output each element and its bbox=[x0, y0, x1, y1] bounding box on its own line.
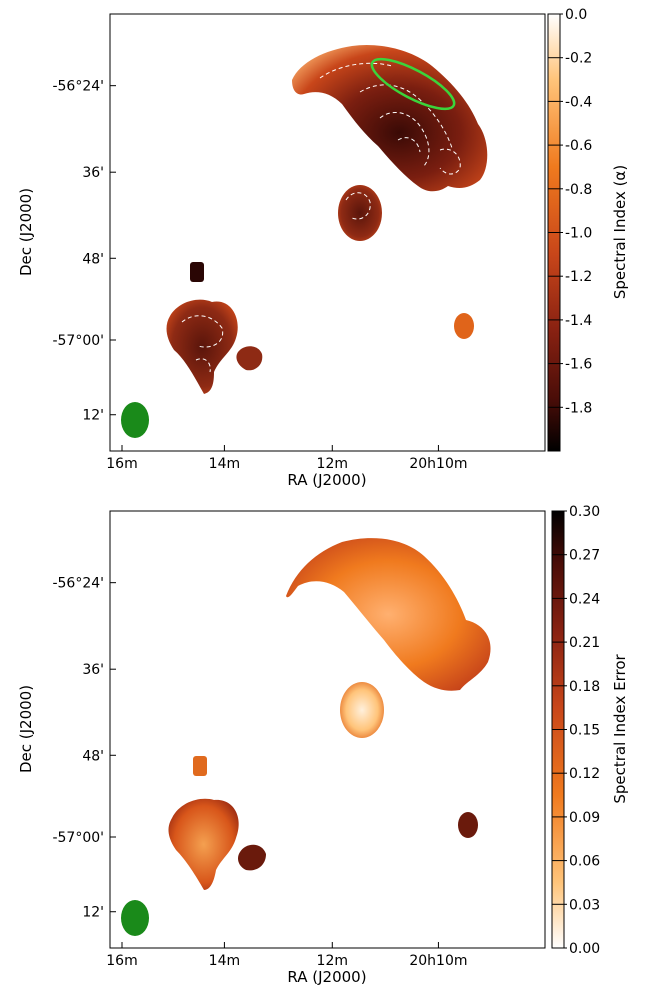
beam-ellipse bbox=[121, 900, 149, 936]
colorbar-tick-label: 0.15 bbox=[569, 723, 600, 739]
y-tick-label: 36' bbox=[82, 165, 104, 181]
highlight-ellipse bbox=[370, 57, 456, 111]
emission-blob bbox=[458, 812, 478, 838]
colorbar-ticks: 0.0 -0.2 -0.4 -0.6 -0.8 -1.0 -1.2 -1.4 -1.6 -1.8 bbox=[548, 7, 592, 416]
emission-map bbox=[166, 44, 488, 394]
colorbar-tick-label: 0.00 bbox=[569, 941, 600, 957]
emission-blob bbox=[168, 798, 239, 890]
x-tick-label: 14m bbox=[209, 953, 240, 969]
x-tick-label: 20h10m bbox=[409, 953, 467, 969]
x-tick-label: 12m bbox=[317, 456, 348, 472]
y-axis-ticks: -56°24' 36' 48' -57°00' 12' bbox=[52, 79, 116, 424]
spectral-index-panel: -56°24'36'48'-57°00'12' 16m 14m 12m 20h10m … bbox=[17, 7, 629, 489]
emission-blob bbox=[454, 313, 474, 339]
x-axis-ticks: 16m 14m 12m 20h10m bbox=[106, 445, 467, 472]
y-axis-label: Dec (J2000) bbox=[17, 188, 35, 276]
x-axis-label: RA (J2000) bbox=[287, 968, 366, 986]
y-tick-label: -57°00' bbox=[52, 830, 104, 846]
colorbar-tick-label: -0.6 bbox=[565, 138, 592, 154]
plot-frame bbox=[109, 510, 546, 949]
colorbar-tick-label: 0.0 bbox=[565, 7, 587, 23]
y-axis-label: Dec (J2000) bbox=[17, 685, 35, 773]
colorbar-tick-label: 0.18 bbox=[569, 679, 600, 695]
colorbar-tick-label: 0.09 bbox=[569, 810, 600, 826]
contour-lines bbox=[181, 62, 461, 373]
colorbar-tick-label: 0.24 bbox=[569, 591, 600, 607]
y-tick-label: 36' bbox=[82, 662, 104, 678]
colorbar-tick-label: -1.6 bbox=[565, 357, 592, 373]
y-tick-label: -57°00' bbox=[52, 333, 104, 349]
emission-blob bbox=[193, 756, 207, 776]
colorbar-tick-label: 0.03 bbox=[569, 897, 600, 913]
colorbar-tick-label: -1.8 bbox=[565, 400, 592, 416]
x-tick-label: 20h10m bbox=[409, 456, 467, 472]
beam-ellipse bbox=[121, 402, 149, 438]
y-tick-label: -56°24' bbox=[52, 576, 104, 592]
emission-blob bbox=[190, 262, 204, 282]
colorbar-tick-label: -0.8 bbox=[565, 182, 592, 198]
emission-shell bbox=[286, 538, 491, 691]
x-tick-label: 14m bbox=[209, 456, 240, 472]
colorbar-tick-label: 0.06 bbox=[569, 854, 600, 870]
y-tick-label: 48' bbox=[82, 748, 104, 764]
colorbar-tick-label: 0.30 bbox=[569, 504, 600, 520]
y-axis-ticks: -56°24' 36' 48' -57°00' 12' bbox=[52, 576, 116, 921]
colorbar-tick-label: -1.2 bbox=[565, 269, 592, 285]
emission-blob bbox=[338, 185, 382, 241]
x-axis-ticks: 16m 14m 12m 20h10m bbox=[106, 942, 467, 969]
colorbar-label: Spectral Index (α) bbox=[611, 165, 629, 299]
emission-blob bbox=[340, 682, 384, 738]
x-tick-label: 12m bbox=[317, 953, 348, 969]
colorbar-tick-label: 0.21 bbox=[569, 635, 600, 651]
x-axis-label: RA (J2000) bbox=[287, 471, 366, 489]
y-tick-label: -56°24' bbox=[52, 79, 104, 95]
colorbar-tick-label: -0.2 bbox=[565, 51, 592, 67]
y-tick-label: 12' bbox=[82, 408, 104, 424]
colorbar-tick-label: 0.27 bbox=[569, 548, 600, 564]
x-tick-label: 16m bbox=[106, 456, 137, 472]
colorbar-tick-label: -1.4 bbox=[565, 313, 592, 329]
spectral-index-error-panel: -56°24'36'48'-57°00'12' 16m 14m 12m 20h10m … bbox=[17, 504, 629, 986]
emission-shell bbox=[292, 44, 488, 192]
colorbar-tick-label: -1.0 bbox=[565, 226, 592, 242]
y-tick-label: 12' bbox=[82, 905, 104, 921]
x-tick-label: 16m bbox=[106, 953, 137, 969]
colorbar-label: Spectral Index Error bbox=[611, 654, 629, 804]
emission-blob bbox=[236, 346, 263, 371]
emission-map bbox=[168, 538, 491, 890]
colorbar-ticks: 0.30 0.27 0.24 0.21 0.18 0.15 0.12 0.09 0.06 0.03… bbox=[552, 504, 600, 957]
y-tick-label: 48' bbox=[82, 251, 104, 267]
emission-blob bbox=[238, 844, 266, 871]
colorbar-tick-label: -0.4 bbox=[565, 94, 592, 110]
colorbar-tick-label: 0.12 bbox=[569, 766, 600, 782]
